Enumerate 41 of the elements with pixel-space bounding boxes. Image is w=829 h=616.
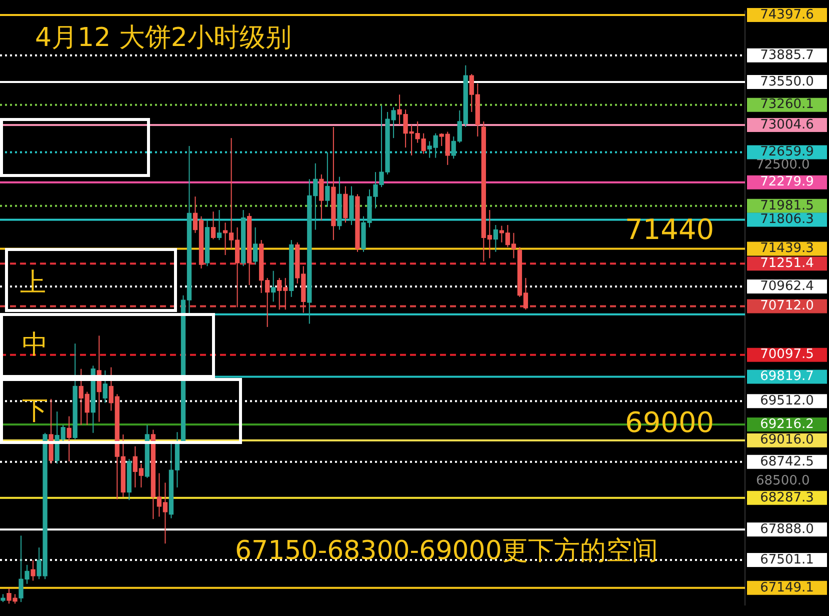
ref-line-label: 74397.6 <box>760 7 814 22</box>
ref-line-label: 72659.9 <box>760 144 814 160</box>
candlestick <box>66 416 72 462</box>
ref-line-label: 68287.3 <box>760 490 814 506</box>
ref-line-label: 71981.5 <box>760 198 814 214</box>
annotation: 下 <box>22 396 48 428</box>
candlestick <box>102 370 108 404</box>
ref-line-label: 68742.5 <box>760 454 814 470</box>
ref-line-label: 69819.7 <box>760 369 814 384</box>
ref-line-label: 71251.4 <box>760 256 814 271</box>
ref-line-label: 71806.3 <box>760 212 814 228</box>
ref-line-label: 69216.2 <box>760 416 814 432</box>
candlestick <box>253 226 258 266</box>
candlestick <box>319 174 324 221</box>
candlestick <box>271 270 276 302</box>
annotation: 上 <box>20 268 46 300</box>
annotation: 67150-68300-69000更下方的空间 <box>235 536 658 568</box>
y-tick-label: 72500.0 <box>756 157 810 172</box>
annotation: 71440 <box>625 212 714 246</box>
ref-line-label: 73004.6 <box>760 117 814 132</box>
ref-line-label: 70962.4 <box>760 278 814 294</box>
y-tick-label: 68500.0 <box>756 473 810 488</box>
annotation: 中 <box>22 330 48 362</box>
ref-line-label: 69016.0 <box>760 432 814 448</box>
candlestick <box>325 152 330 208</box>
ref-line-label: 69512.0 <box>760 393 814 408</box>
ref-line-label: 70097.5 <box>760 347 814 362</box>
candlestick <box>210 211 216 240</box>
ref-line-label: 70712.0 <box>760 298 814 314</box>
text: 4月12 大饼2小时级别 <box>35 22 292 55</box>
candlestick <box>30 560 36 582</box>
candlestick <box>493 224 498 252</box>
candlestick <box>216 209 222 241</box>
ref-line-label: 73550.0 <box>760 74 814 90</box>
ref-line-label: 67888.0 <box>760 522 814 537</box>
ref-line-label: 73260.1 <box>760 97 814 112</box>
ref-line-label: 73885.7 <box>760 48 814 63</box>
ref-line-label: 67149.1 <box>760 580 814 596</box>
ref-line-label: 72279.9 <box>760 174 814 190</box>
ref-line-label: 71439.3 <box>760 241 814 256</box>
ref-line-label: 67501.1 <box>760 552 814 568</box>
